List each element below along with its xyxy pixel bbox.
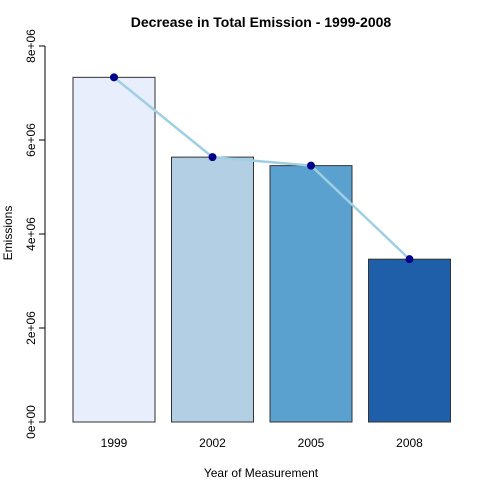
x-tick-label: 2002 — [199, 436, 226, 450]
x-tick-label: 2008 — [396, 436, 423, 450]
bar-2002 — [171, 156, 254, 423]
bar-2008 — [368, 258, 451, 423]
trend-line-layer — [110, 73, 414, 264]
trend-point-2008 — [405, 255, 414, 264]
y-tick-label: 0e+00 — [24, 405, 38, 439]
x-tick-label: 2005 — [298, 436, 325, 450]
y-axis: 0e+00 2e+06 4e+06 6e+06 8e+06 — [24, 29, 46, 439]
x-axis: 1999 2002 2005 2008 — [101, 436, 424, 450]
bars-layer — [72, 76, 451, 423]
chart-title: Decrease in Total Emission - 1999-2008 — [131, 14, 392, 30]
trend-point-2002 — [208, 153, 217, 162]
y-tick-label: 2e+06 — [24, 311, 38, 345]
trend-line — [113, 76, 411, 261]
bar-2005 — [269, 165, 353, 423]
x-axis-title: Year of Measurement — [204, 466, 319, 480]
x-tick-label: 1999 — [101, 436, 128, 450]
trend-point-1999 — [110, 73, 118, 82]
y-tick-label: 6e+06 — [24, 123, 38, 157]
y-axis-title: Emissions — [1, 206, 15, 261]
y-tick-label: 4e+06 — [24, 217, 38, 251]
trend-point-2005 — [307, 161, 315, 170]
y-tick-label: 8e+06 — [24, 29, 38, 63]
bar-1999 — [72, 76, 156, 423]
